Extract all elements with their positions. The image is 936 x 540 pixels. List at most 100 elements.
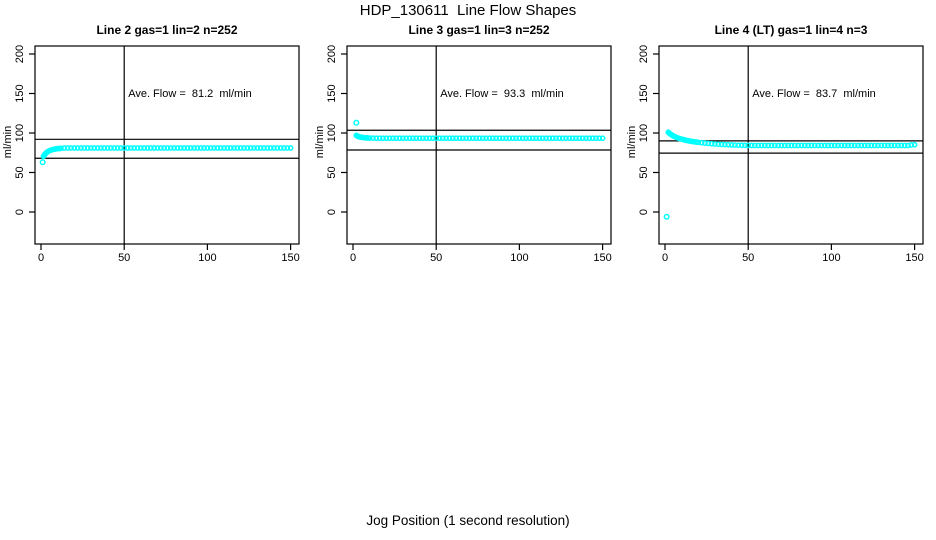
data-point xyxy=(104,145,111,151)
data-point xyxy=(261,145,267,151)
y-axis-tick-label: 200 xyxy=(14,45,26,63)
ave-flow-annotation: Ave. Flow = 83.7 ml/min xyxy=(752,88,876,100)
data-point xyxy=(533,135,539,142)
data-point xyxy=(281,145,287,151)
data-point xyxy=(808,142,815,149)
data-point xyxy=(241,145,247,151)
data-point xyxy=(403,135,410,142)
panel-title: Line 4 (LT) gas=1 lin=4 n=3 xyxy=(715,23,868,37)
data-point xyxy=(838,142,845,149)
data-point xyxy=(755,142,762,149)
data-point xyxy=(563,135,569,142)
x-axis-tick-label: 100 xyxy=(198,252,216,264)
data-point xyxy=(151,145,158,151)
data-point xyxy=(489,135,496,142)
data-point xyxy=(157,145,164,151)
data-point xyxy=(58,145,64,152)
data-point xyxy=(383,135,390,142)
data-point xyxy=(898,142,905,149)
panel-line2: Line 2 gas=1 lin=2 n=252 0 50 100 150 0 50 100 1… xyxy=(2,23,300,264)
data-point xyxy=(154,145,161,151)
data-point xyxy=(553,135,559,142)
x-axis-tick-label: 150 xyxy=(593,252,611,264)
data-point xyxy=(695,139,702,146)
plot-box xyxy=(34,45,300,245)
data-point xyxy=(536,135,543,142)
data-point xyxy=(513,135,519,142)
data-point xyxy=(768,142,775,149)
data-point xyxy=(118,145,124,151)
data-point xyxy=(449,135,456,142)
y-axis-tick-label: 100 xyxy=(14,124,26,142)
data-point xyxy=(164,145,171,151)
data-point xyxy=(496,135,503,142)
data-point xyxy=(423,135,430,142)
data-point xyxy=(400,135,406,142)
data-point xyxy=(227,145,234,151)
data-point xyxy=(526,135,533,142)
x-axis-tick-label: 0 xyxy=(662,252,668,264)
data-point xyxy=(446,135,453,142)
panel-line3: Line 3 gas=1 lin=3 n=252 0 50 100 150 0 50 100 1… xyxy=(314,23,612,264)
data-point xyxy=(114,145,121,151)
data-point xyxy=(901,142,908,149)
data-point xyxy=(181,145,187,151)
data-point xyxy=(486,135,493,142)
data-point xyxy=(905,142,911,149)
data-point xyxy=(732,142,738,148)
data-point xyxy=(858,142,865,149)
data-point xyxy=(410,135,416,142)
data-point xyxy=(546,135,553,142)
data-point xyxy=(479,135,486,142)
data-point xyxy=(141,145,148,151)
data-point xyxy=(811,142,818,149)
plot-box xyxy=(658,45,924,245)
data-point xyxy=(473,135,479,142)
data-point xyxy=(543,135,549,142)
data-point xyxy=(456,135,463,142)
data-point xyxy=(366,135,373,141)
figure-title: HDP_130611 Line Flow Shapes xyxy=(359,2,577,19)
data-point xyxy=(593,135,599,142)
data-point xyxy=(214,145,221,151)
data-point xyxy=(758,142,765,149)
data-point xyxy=(167,145,174,151)
data-point xyxy=(147,145,154,151)
data-point xyxy=(257,145,264,151)
data-point xyxy=(81,145,88,151)
data-point xyxy=(373,135,380,142)
y-axis-tick-label: 150 xyxy=(14,84,26,102)
data-point xyxy=(74,145,81,151)
data-point xyxy=(134,145,141,151)
data-point xyxy=(171,145,177,151)
data-point xyxy=(891,142,898,149)
ave-flow-annotation: Ave. Flow = 93.3 ml/min xyxy=(440,88,564,100)
data-point xyxy=(871,142,878,149)
data-point xyxy=(848,142,855,149)
x-axis-tick-label: 50 xyxy=(742,252,754,264)
data-point xyxy=(426,135,433,142)
y-axis-title: ml/min xyxy=(314,126,326,158)
data-point xyxy=(738,142,745,149)
panel-title: Line 2 gas=1 lin=2 n=252 xyxy=(96,23,237,37)
data-point xyxy=(463,135,470,142)
data-point xyxy=(271,145,277,151)
data-point xyxy=(197,145,204,151)
plot-box xyxy=(346,45,612,245)
data-point xyxy=(476,135,483,142)
data-point xyxy=(576,135,583,142)
data-point xyxy=(559,135,566,142)
data-point xyxy=(875,142,881,149)
data-point xyxy=(128,145,134,151)
data-point xyxy=(469,135,476,142)
data-point xyxy=(888,142,895,149)
data-point xyxy=(499,135,506,142)
data-point xyxy=(211,145,217,151)
data-point xyxy=(556,135,563,142)
data-point xyxy=(124,145,131,151)
data-point xyxy=(722,141,728,148)
data-point xyxy=(596,135,603,142)
y-axis-tick-label: 100 xyxy=(638,124,650,142)
data-point xyxy=(380,135,386,142)
x-axis-tick-label: 150 xyxy=(905,252,923,264)
